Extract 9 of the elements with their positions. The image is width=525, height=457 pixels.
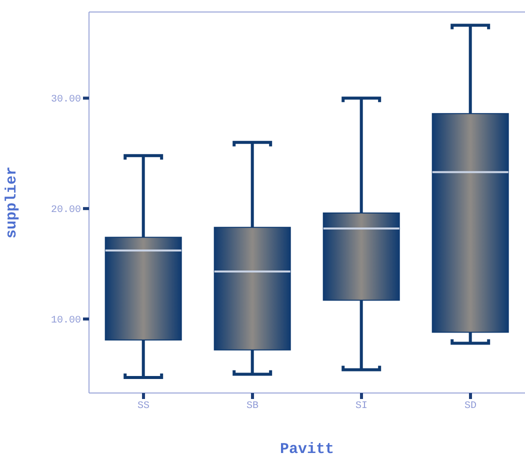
x-tick-label: SI <box>355 401 368 412</box>
y-tick-label: 10.00 <box>50 316 81 327</box>
x-tick-label: SD <box>464 401 477 412</box>
x-axis-title: Pavitt <box>280 441 334 457</box>
x-tick-label: SS <box>137 401 150 412</box>
x-tick-label: SB <box>246 401 259 412</box>
y-tick-label: 30.00 <box>50 94 81 106</box>
y-tick-label: 20.00 <box>50 205 81 216</box>
y-axis-title: supplier <box>3 166 20 239</box>
